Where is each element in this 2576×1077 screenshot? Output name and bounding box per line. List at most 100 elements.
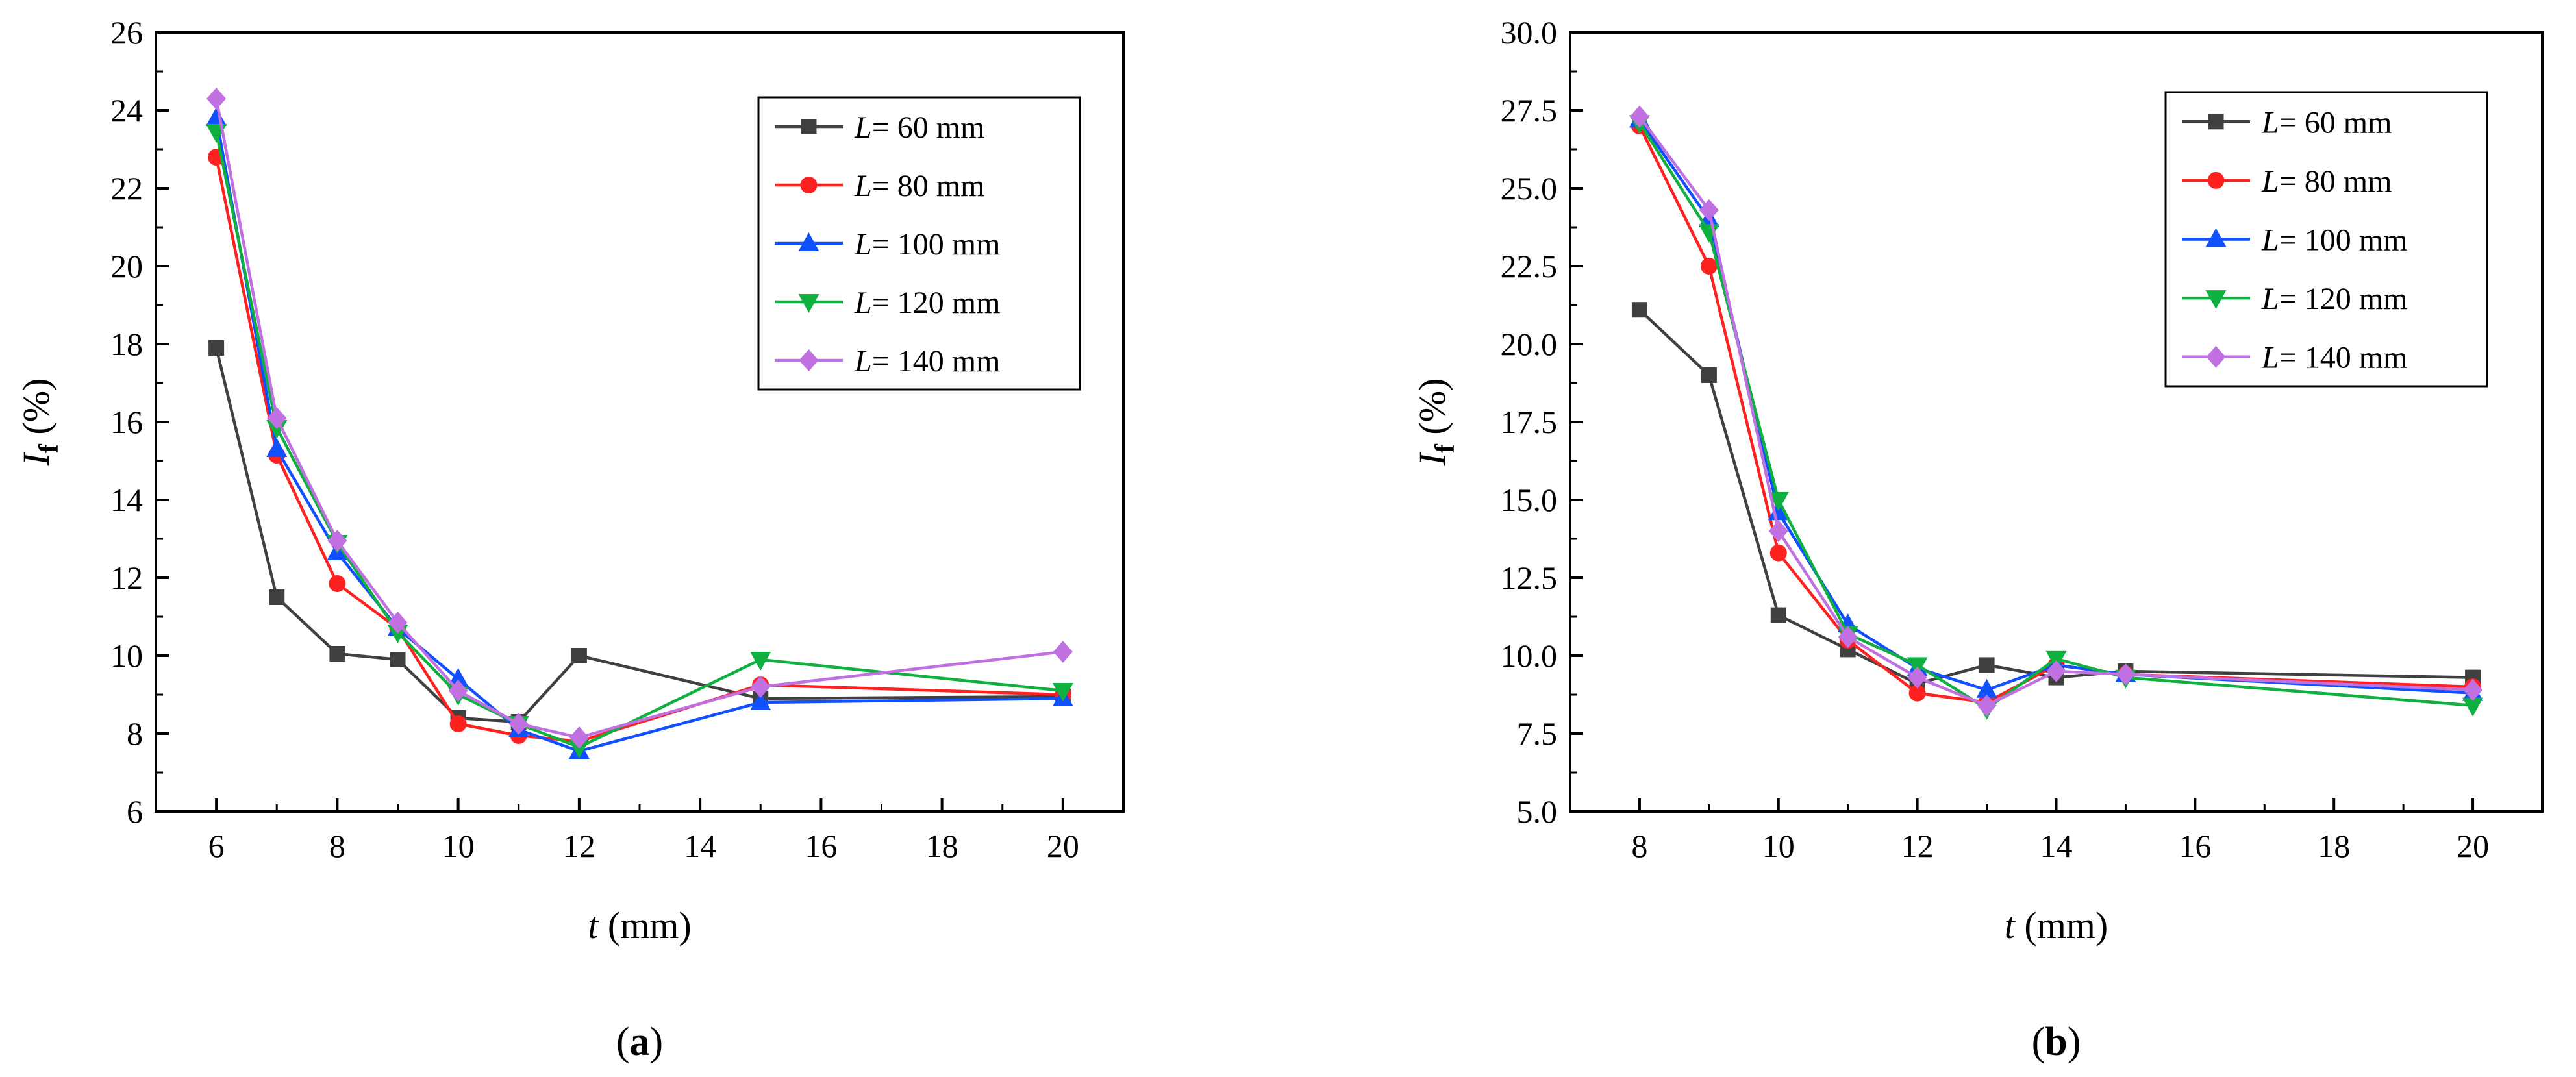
y-tick-label: 16 [110,404,143,440]
legend-label: L= 80 mm [854,169,984,203]
panel-label-open: ( [616,1020,630,1064]
data-point [1977,694,1997,717]
y-tick-label: 24 [110,92,143,129]
y-axis-unit: (%) [15,378,57,444]
data-point [266,438,288,457]
data-point [1838,626,1858,649]
y-tick-label: 12 [110,560,143,596]
legend-symbol: L [854,286,872,320]
x-tick-label: 8 [329,828,345,864]
data-point [1052,683,1073,702]
x-tick-label: 12 [563,828,595,864]
data-point [508,713,529,735]
data-point [1053,641,1073,663]
data-point [266,420,288,439]
y-axis-symbol: I [1411,451,1453,466]
y-axis-symbol: I [15,451,57,466]
legend-label: L= 60 mm [2261,105,2392,140]
legend-label: L= 120 mm [2261,282,2407,316]
data-point [1768,492,1789,511]
legend-value: = 140 mm [2279,341,2408,375]
legend-value: = 100 mm [872,227,1001,262]
x-tick-label: 18 [2318,828,2350,864]
legend-symbol: L [2261,105,2279,140]
x-tick-label: 14 [2040,828,2073,864]
data-point [571,648,587,663]
legend-label: L= 100 mm [2261,223,2407,258]
data-point [1768,520,1788,542]
x-tick-label: 12 [1901,828,1934,864]
legend-value: = 60 mm [2279,105,2392,140]
y-tick-label: 5.0 [1517,793,1558,830]
panel-label-open: ( [2032,1020,2045,1064]
data-point [1770,607,1786,623]
legend-label: L= 60 mm [854,110,984,145]
data-point [1908,684,1926,702]
legend-marker [800,177,818,193]
legend-label: L= 140 mm [2261,341,2407,375]
data-point [1700,258,1718,275]
legend-marker [2206,345,2226,368]
data-point [206,107,227,126]
y-axis-label: If (%) [15,378,64,467]
legend-symbol: L [2261,341,2279,375]
legend-symbol: L [2261,164,2279,199]
x-axis-label: t (mm) [2005,904,2108,947]
y-tick-label: 15.0 [1501,482,1558,518]
data-point [568,739,590,758]
legend-label: L= 120 mm [854,286,1000,320]
panel-label-close: ) [2068,1020,2081,1064]
y-tick-label: 8 [127,715,143,752]
data-point [1699,199,1719,221]
y-axis-label: If (%) [1411,378,1460,467]
panel-label: (a) [616,1020,663,1064]
x-tick-label: 20 [2457,828,2489,864]
legend-marker [2208,114,2224,130]
legend-symbol: L [854,110,872,145]
legend-symbol: L [2261,282,2279,316]
data-point [1769,544,1787,562]
legend: L= 60 mmL= 80 mmL= 100 mmL= 120 mmL= 140… [2164,91,2488,388]
data-point [1976,678,1997,698]
x-axis-unit: (mm) [598,904,691,947]
x-axis-unit: (mm) [2015,904,2108,947]
data-point [750,691,771,710]
data-point [2462,697,2484,717]
panel-label-letter: b [2045,1020,2067,1064]
legend-value: = 80 mm [872,169,985,203]
data-point [1631,302,1647,318]
x-tick-label: 14 [684,828,716,864]
legend-symbol: L [854,344,872,378]
y-tick-label: 22.5 [1501,248,1558,284]
data-point [449,715,467,732]
y-tick-label: 22 [110,170,143,206]
data-point [447,668,469,687]
legend-value: = 140 mm [872,344,1001,378]
data-point [448,680,468,702]
y-tick-label: 10 [110,638,143,674]
y-tick-label: 10.0 [1501,638,1558,674]
data-point [2046,660,2066,682]
legend-value: = 120 mm [2279,282,2408,316]
y-tick-label: 12.5 [1501,560,1558,596]
legend: L= 60 mmL= 80 mmL= 100 mmL= 120 mmL= 140… [757,96,1081,391]
y-tick-label: 18 [110,326,143,362]
data-point [208,340,225,356]
y-tick-label: 7.5 [1517,715,1558,752]
legend-marker [2205,290,2227,310]
data-point [327,530,347,552]
y-tick-label: 6 [127,793,143,830]
legend-marker [799,349,819,371]
data-point [2116,663,2136,686]
y-tick-label: 26 [110,14,143,51]
legend-symbol: L [854,169,872,203]
legend-marker [2207,171,2225,189]
data-point [329,575,346,592]
legend-marker [798,294,819,313]
y-axis-subscript: f [1431,443,1460,453]
data-point [1701,367,1717,383]
data-point [390,652,406,667]
x-tick-label: 16 [805,828,837,864]
